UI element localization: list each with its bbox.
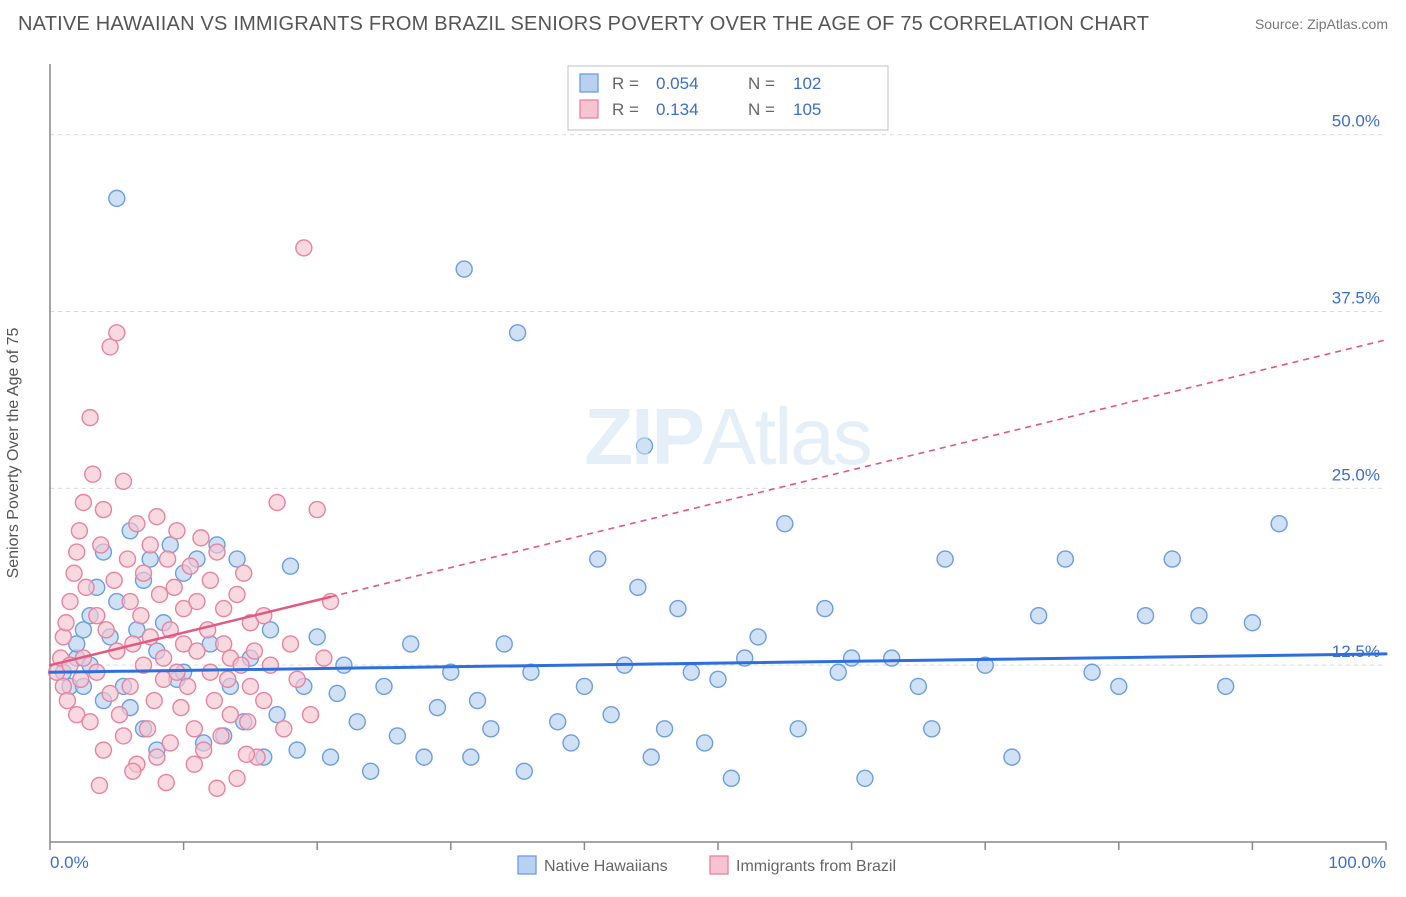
chart-svg: 12.5% 25.0% 37.5% 50.0% 0.0% 100.0% Seniors Po… (0, 50, 1406, 892)
svg-text:50.0%: 50.0% (1332, 112, 1380, 131)
svg-text:102: 102 (793, 74, 821, 93)
chart-header: NATIVE HAWAIIAN VS IMMIGRANTS FROM BRAZI… (0, 0, 1406, 48)
svg-text:Native Hawaiians: Native Hawaiians (544, 858, 668, 875)
svg-text:N =: N = (748, 100, 775, 119)
source-label: Source: ZipAtlas.com (1255, 16, 1388, 32)
svg-text:0.0%: 0.0% (50, 853, 89, 872)
svg-text:25.0%: 25.0% (1332, 465, 1380, 484)
svg-text:Seniors Poverty Over the Age o: Seniors Poverty Over the Age of 75 (5, 328, 22, 579)
svg-text:100.0%: 100.0% (1328, 853, 1386, 872)
svg-text:N =: N = (748, 74, 775, 93)
svg-text:Immigrants from Brazil: Immigrants from Brazil (736, 858, 896, 875)
svg-text:105: 105 (793, 100, 821, 119)
svg-text:12.5%: 12.5% (1332, 642, 1380, 661)
svg-text:0.134: 0.134 (656, 100, 699, 119)
svg-text:0.054: 0.054 (656, 74, 699, 93)
chart-title: NATIVE HAWAIIAN VS IMMIGRANTS FROM BRAZI… (18, 13, 1149, 36)
svg-text:R =: R = (612, 74, 639, 93)
svg-text:R =: R = (612, 100, 639, 119)
svg-text:37.5%: 37.5% (1332, 289, 1380, 308)
plot-area: 12.5% 25.0% 37.5% 50.0% 0.0% 100.0% Seniors Po… (0, 50, 1406, 892)
